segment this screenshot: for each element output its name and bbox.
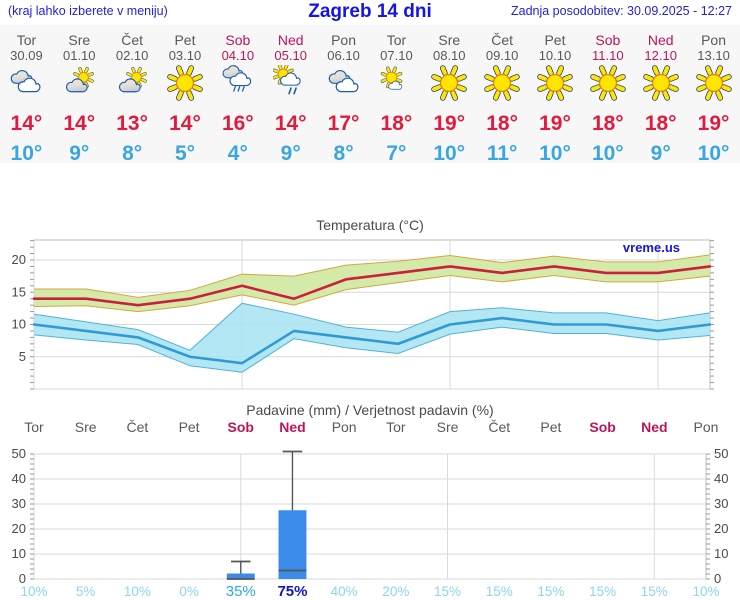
- svg-text:15%: 15%: [434, 584, 461, 599]
- svg-text:10%: 10%: [692, 584, 719, 599]
- svg-text:20%: 20%: [382, 584, 409, 599]
- svg-text:Sre: Sre: [437, 419, 459, 435]
- svg-text:30: 30: [12, 496, 26, 511]
- svg-text:15%: 15%: [589, 584, 616, 599]
- svg-text:10: 10: [12, 546, 26, 561]
- svg-text:40%: 40%: [331, 584, 358, 599]
- svg-text:15: 15: [12, 284, 26, 299]
- svg-text:5: 5: [19, 349, 26, 364]
- svg-text:35%: 35%: [226, 583, 256, 600]
- svg-text:75%: 75%: [277, 583, 307, 600]
- svg-text:10%: 10%: [20, 584, 47, 599]
- svg-text:30: 30: [714, 496, 728, 511]
- svg-text:20: 20: [12, 521, 26, 536]
- svg-text:50: 50: [12, 446, 26, 461]
- svg-text:10: 10: [12, 317, 26, 332]
- svg-text:Pet: Pet: [179, 419, 200, 435]
- svg-text:20: 20: [714, 521, 728, 536]
- svg-text:10%: 10%: [124, 584, 151, 599]
- svg-text:5%: 5%: [76, 584, 96, 599]
- svg-text:15%: 15%: [537, 584, 564, 599]
- svg-text:Sob: Sob: [228, 419, 254, 435]
- svg-text:15%: 15%: [486, 584, 513, 599]
- svg-text:Tor: Tor: [386, 419, 406, 435]
- svg-text:40: 40: [12, 471, 26, 486]
- svg-text:Pon: Pon: [694, 419, 719, 435]
- svg-text:Ned: Ned: [641, 419, 667, 435]
- svg-text:10: 10: [714, 546, 728, 561]
- svg-text:vreme.us: vreme.us: [623, 240, 680, 255]
- svg-text:20: 20: [12, 252, 26, 267]
- svg-text:40: 40: [714, 471, 728, 486]
- svg-text:15%: 15%: [641, 584, 668, 599]
- svg-text:50: 50: [714, 446, 728, 461]
- svg-text:Čet: Čet: [126, 419, 148, 435]
- svg-text:Pet: Pet: [540, 419, 561, 435]
- svg-text:Čet: Čet: [488, 419, 510, 435]
- svg-text:0%: 0%: [179, 584, 199, 599]
- svg-text:Sre: Sre: [75, 419, 97, 435]
- svg-text:Tor: Tor: [24, 419, 44, 435]
- svg-text:Sob: Sob: [589, 419, 615, 435]
- svg-text:Ned: Ned: [279, 419, 305, 435]
- svg-text:Pon: Pon: [332, 419, 357, 435]
